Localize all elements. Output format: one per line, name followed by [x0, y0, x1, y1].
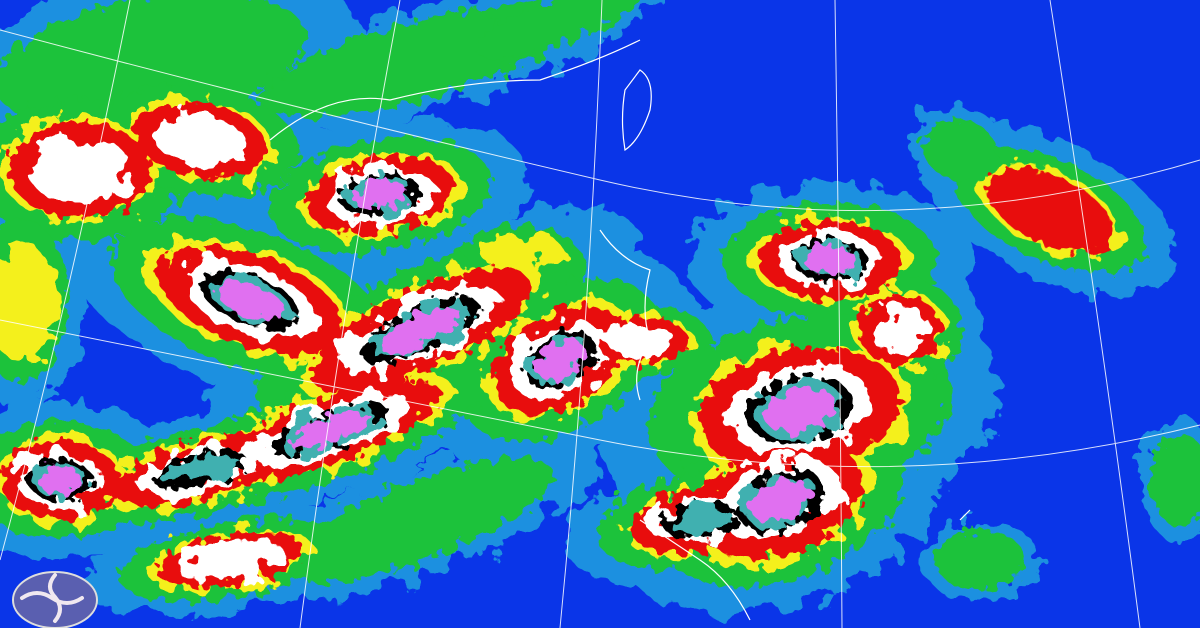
- coastline: [639, 519, 751, 621]
- cloud-mass: [669, 505, 731, 535]
- cloud-mass: [1149, 433, 1200, 527]
- cloud-mass: [285, 458, 555, 582]
- cloud-mass: [38, 465, 82, 495]
- grid-line: [0, 29, 1200, 212]
- grid-line: [0, 0, 131, 561]
- cloud-mass: [152, 112, 248, 168]
- cloud-mass: [535, 340, 585, 380]
- coastline: [599, 229, 651, 401]
- grid-line: [0, 319, 1200, 468]
- cloud-mass: [176, 540, 284, 580]
- cloud-mass: [289, 411, 371, 449]
- cloud-mass: [935, 530, 1025, 590]
- cloud-mass: [0, 240, 56, 360]
- weather-bureau-logo: [12, 571, 98, 628]
- cloud-mass: [161, 454, 239, 486]
- cloud-mass: [478, 232, 562, 268]
- cloud-mass: [922, 118, 998, 182]
- cloud-mass: [869, 304, 931, 356]
- cloud-layer: [38, 180, 857, 522]
- cloud-mass: [28, 135, 132, 205]
- grid-line: [1049, 0, 1141, 628]
- coastlines: [269, 39, 971, 621]
- cloud-mass: [749, 478, 811, 522]
- coastline: [621, 69, 652, 152]
- cloud-mass: [605, 322, 675, 358]
- cloud-mass: [216, 280, 284, 320]
- grid-line: [834, 0, 843, 628]
- cloud-mass: [803, 245, 857, 275]
- grid-line: [299, 0, 401, 628]
- coastline: [959, 509, 971, 521]
- coastline: [269, 39, 641, 141]
- cloud-mass: [763, 387, 837, 433]
- cloud-mass: [379, 307, 461, 353]
- grid-line: [559, 0, 603, 628]
